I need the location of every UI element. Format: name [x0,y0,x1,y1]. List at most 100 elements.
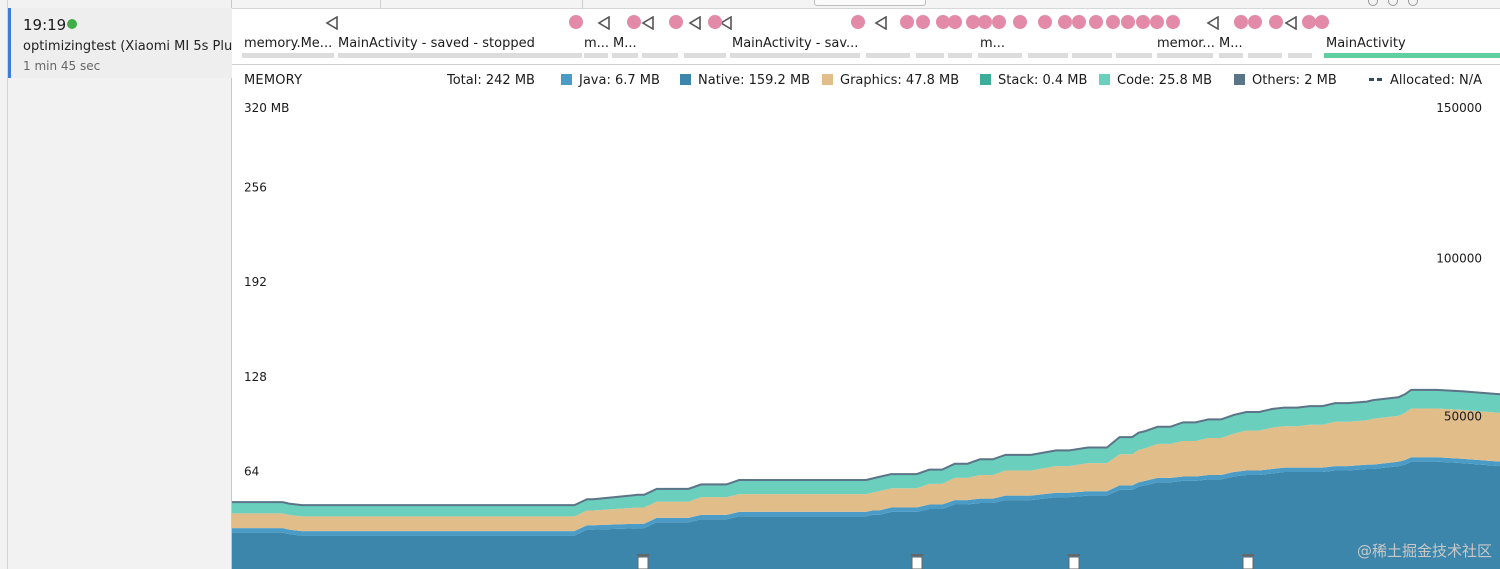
activity-label[interactable]: m... [980,36,1006,51]
legend-swatch [561,74,572,85]
activity-bar[interactable] [1219,53,1243,58]
activity-bar[interactable] [1288,53,1312,58]
touch-event-dot [992,15,1006,29]
gc-event-icon[interactable] [1242,554,1254,569]
activity-label[interactable]: memory.Me... [244,36,333,51]
touch-event-dot [708,15,722,29]
activity-bar[interactable] [948,53,972,58]
legend-allocated: Allocated: N/A [1369,73,1482,88]
activity-bar[interactable] [866,53,910,58]
activity-label[interactable]: M... [1219,36,1243,51]
right-axis-tick: 150000 [1436,101,1482,115]
activity-bar-current[interactable] [1324,53,1500,58]
legend-stack: Stack: 0.4 MB [980,73,1087,88]
event-track: memory.Me... MainActivity - saved - stop… [232,9,1500,65]
zoom-icon[interactable] [1368,0,1378,6]
activity-bar[interactable] [916,53,944,58]
activity-label[interactable]: memor... [1157,36,1215,51]
legend-label: Graphics: 47.8 MB [840,73,960,88]
side-tool-strip[interactable] [0,0,8,569]
activity-bar[interactable] [612,53,638,58]
touch-event-dot [1302,15,1316,29]
activity-label[interactable]: MainActivity - saved - stopped [338,36,535,51]
legend-others: Others: 2 MB [1234,73,1337,88]
activity-bar[interactable] [1116,53,1152,58]
activity-bar[interactable] [1248,53,1282,58]
session-live-indicator [67,19,77,29]
touch-event-dot [1089,15,1103,29]
touch-event-dot [1150,15,1164,29]
toolbar-separator [380,0,381,9]
touch-event-dot [627,15,641,29]
toolbar-button[interactable] [814,0,926,6]
touch-event-dot [1166,15,1180,29]
legend-code: Code: 25.8 MB [1099,73,1212,88]
memory-chart-svg[interactable]: 320 MB 256 192 128 64 150000 100000 50000 [232,94,1500,569]
area-code [232,390,1500,517]
left-axis-tick: 128 [244,370,267,384]
touch-event-dot [966,15,980,29]
memory-legend-header: MEMORY Total: 242 MB Java: 6.7 MB Native… [232,66,1500,94]
legend-graphics: Graphics: 47.8 MB [822,73,959,88]
touch-event-dot [936,15,950,29]
legend-label: Native: 159.2 MB [698,73,811,88]
left-axis-tick: 64 [244,464,259,478]
gc-event-icon[interactable] [911,554,923,569]
activity-label[interactable]: m... [584,36,610,51]
legend-label: Code: 25.8 MB [1117,73,1213,88]
touch-event-dot [1072,15,1086,29]
gc-event-icon[interactable] [637,554,649,569]
touch-event-dot [1269,15,1283,29]
touch-event-dot [851,15,865,29]
touch-event-dot [1234,15,1248,29]
area-native [232,461,1500,569]
area-graphics [232,408,1500,532]
legend-swatch [1099,74,1110,85]
activity-bar[interactable] [584,53,608,58]
watermark: @稀土掘金技术社区 [1356,542,1492,560]
legend-label: Allocated: N/A [1390,73,1483,88]
activity-bar[interactable] [1072,53,1112,58]
activity-bar[interactable] [1028,53,1068,58]
right-axis-tick: 100000 [1436,252,1482,266]
legend-swatch [822,74,833,85]
activity-label[interactable]: MainActivity - sav... [732,36,859,51]
toolbar [232,0,1500,9]
gc-event-icon[interactable] [1068,554,1080,569]
activity-label[interactable]: M... [613,36,637,51]
toolbar-separator [582,0,583,9]
legend-swatch [680,74,691,85]
touch-event-dot [978,15,992,29]
activity-label[interactable]: MainActivity [1326,36,1406,51]
activity-bar[interactable] [242,53,334,58]
activity-bar[interactable] [684,53,726,58]
touch-event-dot [669,15,683,29]
activity-bar[interactable] [978,53,1022,58]
touch-event-dot [1013,15,1027,29]
touch-event-dot [900,15,914,29]
sessions-panel: 19:19 optimizingtest (Xiaomi MI 5s Plus)… [8,0,244,569]
legend-swatch [980,74,991,85]
legend-label: Others: 2 MB [1252,73,1337,88]
activity-bar[interactable] [1157,53,1213,58]
touch-event-dot [916,15,930,29]
session-duration: 1 min 45 sec [23,59,101,73]
session-item[interactable]: 19:19 optimizingtest (Xiaomi MI 5s Plus)… [8,8,244,78]
touch-event-dot [1106,15,1120,29]
legend-dash [1369,74,1383,85]
legend-java: Java: 6.7 MB [561,73,660,88]
touch-event-dot [948,15,962,29]
activity-bar[interactable] [730,53,860,58]
activity-bar[interactable] [338,53,582,58]
legend-native: Native: 159.2 MB [680,73,810,88]
touch-event-dot [1315,15,1329,29]
touch-event-dot [1248,15,1262,29]
activity-bar[interactable] [642,53,678,58]
zoom-icon[interactable] [1388,0,1398,6]
left-axis-tick: 256 [244,181,267,195]
zoom-icon[interactable] [1408,0,1418,6]
memory-total: Total: 242 MB [447,73,535,88]
memory-chart[interactable]: 320 MB 256 192 128 64 150000 100000 50000 [232,94,1500,569]
left-axis-tick: 192 [244,275,267,289]
memory-title: MEMORY [244,73,303,88]
